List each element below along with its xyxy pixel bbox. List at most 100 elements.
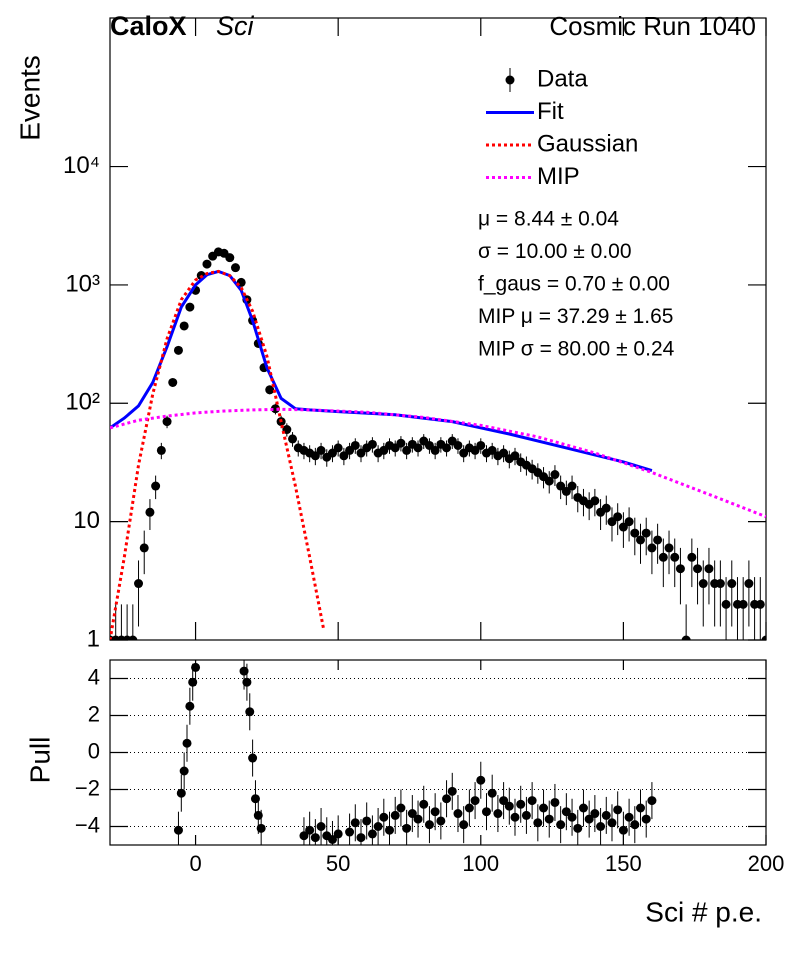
data-point bbox=[584, 814, 594, 824]
x-tick-label: 200 bbox=[748, 851, 785, 876]
data-point bbox=[185, 302, 195, 312]
fit-parameter: μ = 8.44 ± 0.04 bbox=[478, 208, 619, 231]
y-tick-label: 10⁴ bbox=[63, 152, 100, 179]
x-tick-label: 150 bbox=[605, 851, 642, 876]
data-point bbox=[664, 543, 674, 553]
data-point bbox=[402, 445, 412, 455]
data-point bbox=[687, 552, 697, 562]
curve bbox=[110, 269, 653, 473]
run-label: Cosmic Run 1040 bbox=[549, 11, 756, 41]
data-point bbox=[670, 552, 680, 562]
data-point bbox=[350, 818, 360, 828]
data-point bbox=[578, 803, 588, 813]
data-point bbox=[624, 517, 634, 527]
y-tick-label: 4 bbox=[88, 664, 100, 689]
data-point bbox=[493, 809, 503, 819]
data-point bbox=[544, 814, 554, 824]
data-point bbox=[333, 443, 343, 453]
data-point bbox=[613, 805, 623, 815]
data-point bbox=[256, 823, 266, 833]
data-point bbox=[356, 448, 366, 458]
data-point bbox=[265, 385, 275, 395]
data-point bbox=[647, 796, 657, 806]
data-point bbox=[413, 443, 423, 453]
data-point bbox=[721, 599, 731, 609]
data-point bbox=[727, 579, 737, 589]
data-point bbox=[176, 788, 186, 798]
data-point bbox=[453, 809, 463, 819]
data-point bbox=[647, 543, 657, 553]
curve bbox=[110, 269, 326, 640]
data-point bbox=[385, 825, 395, 835]
fit-parameter: MIP σ = 80.00 ± 0.24 bbox=[478, 338, 675, 361]
data-point bbox=[396, 438, 406, 448]
data-point bbox=[128, 635, 138, 640]
data-point bbox=[390, 810, 400, 820]
data-point bbox=[641, 528, 651, 538]
data-point bbox=[590, 809, 600, 819]
data-point bbox=[476, 775, 486, 785]
data-point bbox=[567, 481, 577, 491]
data-point bbox=[613, 512, 623, 522]
data-point bbox=[630, 820, 640, 830]
data-point bbox=[145, 507, 155, 517]
data-point bbox=[596, 822, 606, 831]
data-point bbox=[168, 377, 178, 387]
y-tick-label: 0 bbox=[88, 738, 100, 763]
data-point bbox=[139, 543, 149, 553]
data-point bbox=[402, 823, 412, 833]
plot-area bbox=[173, 660, 657, 845]
data-point bbox=[476, 440, 486, 450]
pull-axis-label: Pull bbox=[24, 737, 55, 784]
data-point bbox=[396, 803, 406, 813]
data-point bbox=[333, 829, 343, 839]
data-point bbox=[481, 807, 491, 817]
data-point bbox=[202, 259, 212, 269]
data-point bbox=[761, 635, 766, 640]
data-point bbox=[658, 552, 668, 562]
data-point bbox=[156, 445, 166, 455]
data-point bbox=[550, 797, 560, 807]
data-point bbox=[516, 799, 526, 809]
data-point bbox=[550, 470, 560, 480]
data-point bbox=[305, 825, 315, 835]
y-tick-label: 10³ bbox=[65, 270, 100, 297]
y-tick-label: −4 bbox=[75, 812, 100, 837]
data-point bbox=[310, 833, 320, 843]
data-point bbox=[693, 564, 703, 574]
data-point bbox=[362, 816, 372, 826]
legend-label: MIP bbox=[537, 163, 580, 190]
data-point bbox=[459, 448, 469, 458]
data-point bbox=[636, 803, 646, 813]
data-point bbox=[636, 535, 646, 545]
data-point bbox=[339, 451, 349, 461]
legend-marker bbox=[505, 75, 515, 85]
data-point bbox=[250, 794, 260, 804]
data-point bbox=[556, 820, 566, 830]
data-point bbox=[521, 810, 531, 820]
data-point bbox=[179, 321, 189, 331]
data-point bbox=[539, 803, 549, 813]
data-point bbox=[239, 666, 249, 676]
data-point bbox=[245, 707, 255, 717]
data-point bbox=[464, 803, 474, 813]
data-point bbox=[379, 812, 389, 822]
data-point bbox=[442, 443, 452, 453]
data-point bbox=[151, 481, 161, 491]
y-axis-label: Events bbox=[14, 55, 45, 141]
x-tick-label: 50 bbox=[326, 851, 350, 876]
data-point bbox=[367, 829, 377, 839]
data-point bbox=[188, 677, 198, 687]
data-point bbox=[624, 812, 634, 822]
data-point bbox=[413, 814, 423, 824]
data-point bbox=[367, 439, 377, 449]
data-point bbox=[487, 788, 497, 798]
data-point bbox=[185, 701, 195, 711]
data-point bbox=[510, 812, 520, 822]
fit-parameter: f_gaus = 0.70 ± 0.00 bbox=[478, 273, 670, 296]
y-tick-label: −2 bbox=[75, 775, 100, 800]
data-point bbox=[173, 345, 183, 355]
data-point bbox=[407, 809, 417, 819]
data-point bbox=[618, 522, 628, 532]
